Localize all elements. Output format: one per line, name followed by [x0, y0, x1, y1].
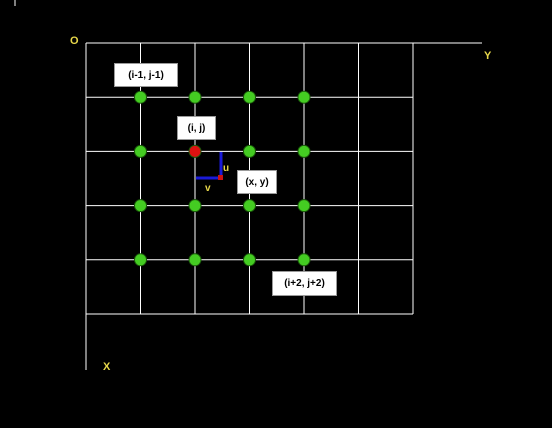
- sample-point: [297, 253, 311, 267]
- v-offset-label: v: [205, 183, 211, 194]
- x-axis-label: X: [103, 361, 111, 373]
- callout-target-point: (x, y): [237, 170, 277, 194]
- callout-top-left-neighbor: (i-1, j-1): [114, 63, 178, 87]
- sample-point: [243, 90, 256, 104]
- u-offset-label: u: [223, 163, 229, 174]
- sample-point: [243, 199, 256, 213]
- callout-bottom-right-neighbor: (i+2, j+2): [272, 271, 337, 296]
- offset-arrows: u v: [196, 152, 229, 194]
- sample-point: [243, 253, 256, 267]
- target-point: [218, 175, 223, 180]
- origin-label: O: [70, 35, 79, 47]
- y-axis-label: Y: [484, 50, 492, 62]
- sample-point: [188, 199, 202, 213]
- sample-point: [188, 253, 202, 267]
- axes: O Y X: [14, 0, 492, 373]
- sample-points: [134, 90, 311, 267]
- sample-point: [297, 144, 311, 158]
- sample-point: [297, 199, 311, 213]
- center-pixel-point: [188, 144, 202, 158]
- sample-point: [188, 90, 202, 104]
- callout-center-pixel: (i, j): [177, 116, 216, 140]
- sample-point: [297, 90, 311, 104]
- sample-point: [134, 253, 147, 267]
- sample-point: [243, 144, 256, 158]
- sample-point: [134, 199, 147, 213]
- sample-point: [134, 144, 147, 158]
- sample-point: [134, 90, 147, 104]
